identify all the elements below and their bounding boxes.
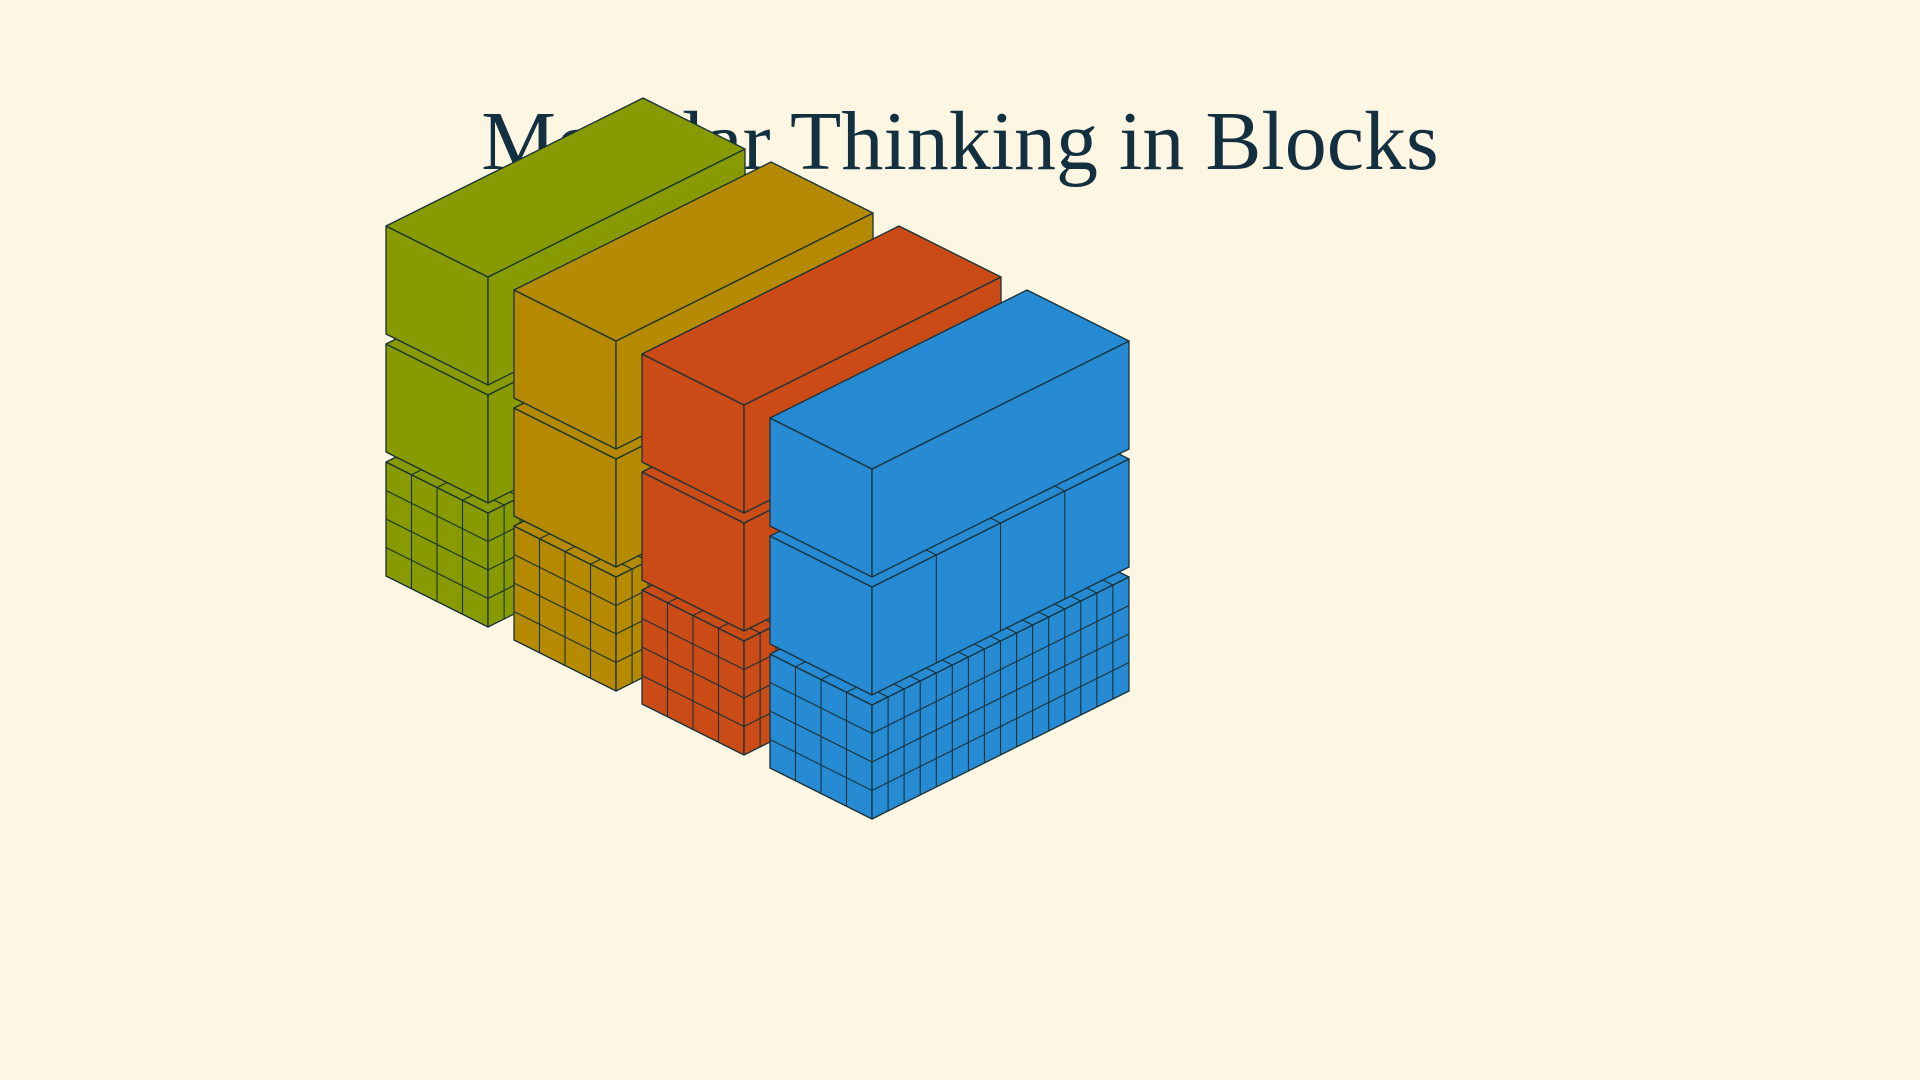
- green-cubes-end-grid-line: [385, 518, 489, 571]
- gold-cubes-end-grid-line: [513, 611, 617, 663]
- gold-cubes-end-grid-line: [513, 582, 617, 635]
- stack-blue: [769, 289, 1130, 820]
- green-cubes-end-grid-line: [385, 547, 489, 599]
- orange-cubes-end-grid-line: [641, 675, 745, 727]
- green-cubes-end-grid-line: [385, 490, 489, 542]
- orange-bar-top-face: [641, 225, 1002, 406]
- gold-cubes-end-grid-line: [513, 554, 617, 606]
- gold-bar-top-face: [513, 161, 874, 342]
- blue-cubes-end-grid-line: [769, 710, 873, 763]
- orange-cubes-end-grid-line: [641, 618, 745, 670]
- blue-cubes-end-grid-line: [769, 682, 873, 734]
- blue-cubes-end-grid-line: [769, 739, 873, 791]
- green-bar-top-face: [385, 97, 746, 278]
- orange-cubes-end-grid-line: [641, 646, 745, 699]
- blue-layer-bar: [769, 289, 1130, 578]
- blue-bar-top-face: [769, 289, 1130, 470]
